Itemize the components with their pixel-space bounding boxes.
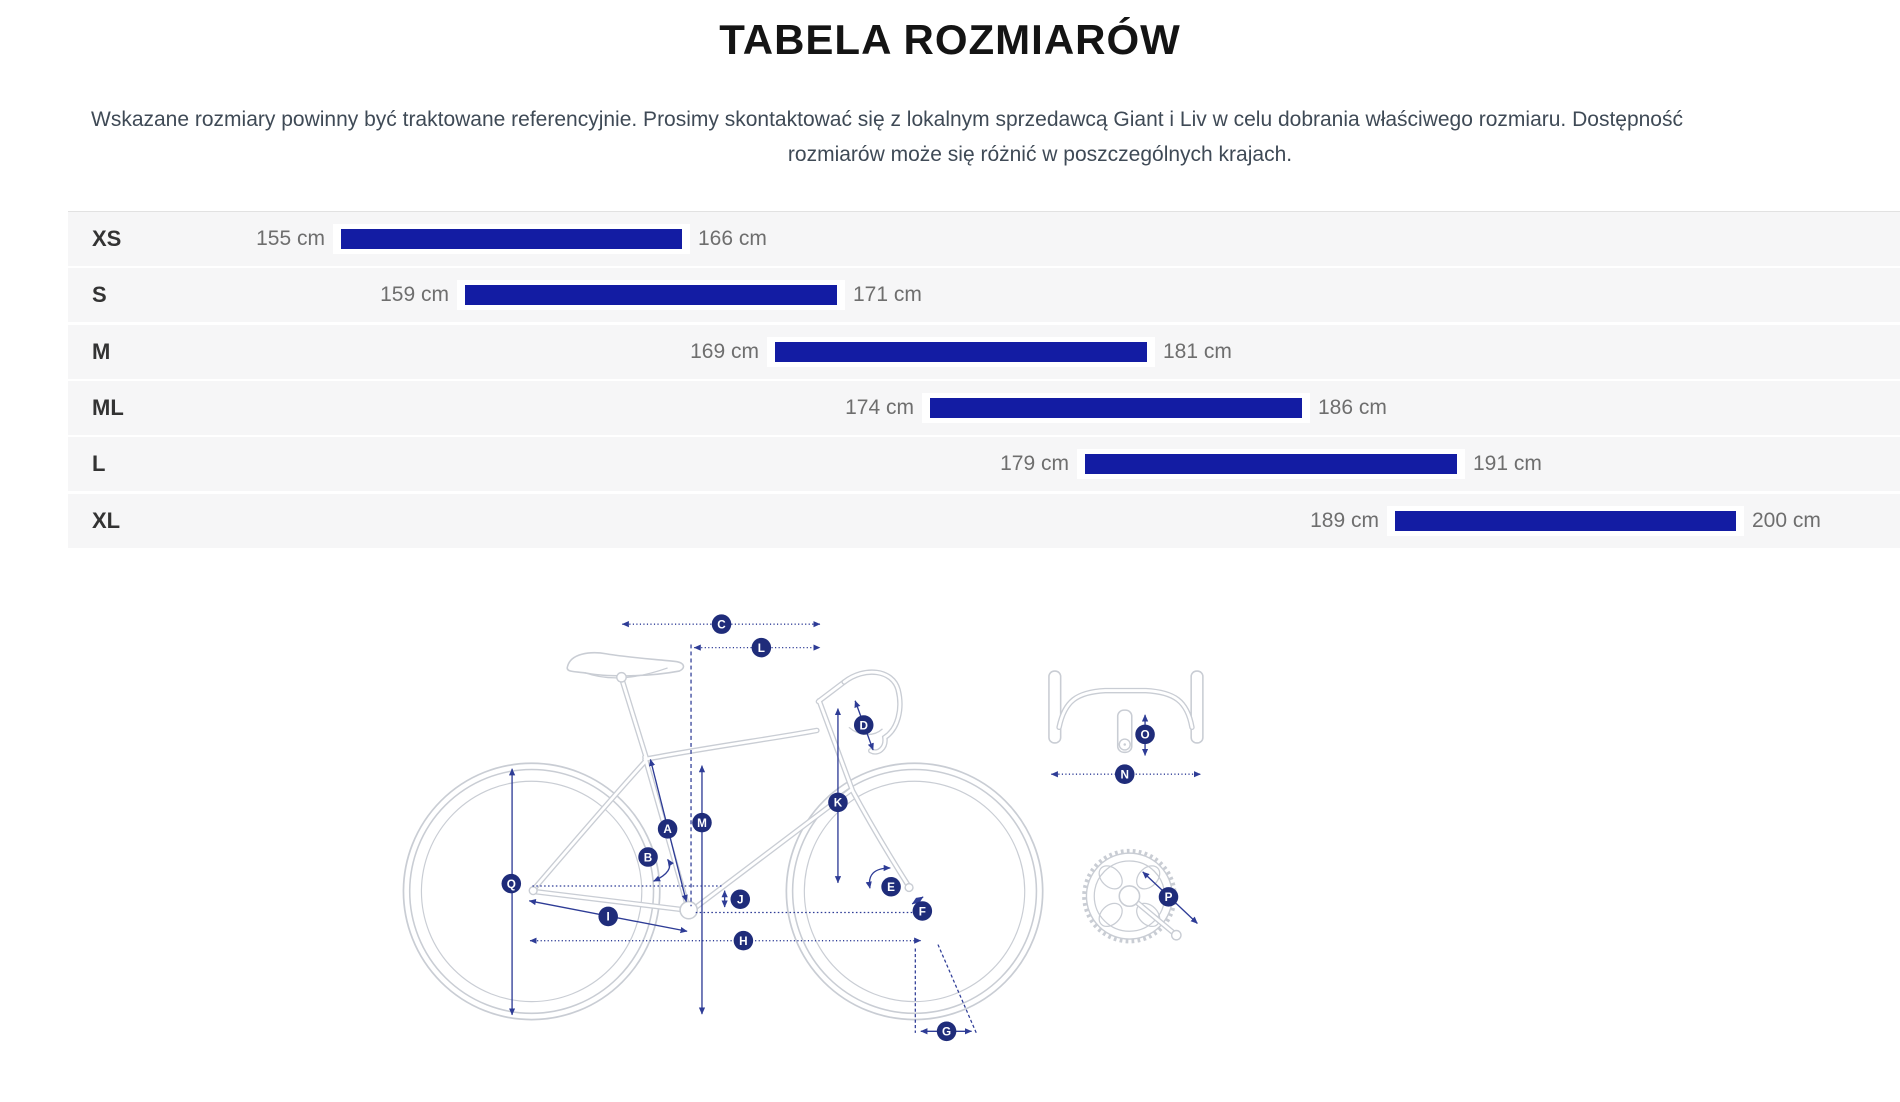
size-label: L xyxy=(92,451,106,477)
dimension-badge-M xyxy=(692,812,712,833)
max-height-label: 191 cm xyxy=(1473,452,1542,476)
dimension-badge-E xyxy=(881,876,901,897)
dimension-badge-G xyxy=(936,1021,957,1042)
min-height-label: 174 cm xyxy=(845,395,914,419)
dimension-badge-K xyxy=(828,792,848,813)
size-row-M: M 169 cm 181 cm xyxy=(68,324,1900,379)
bike-geometry-diagram: A B C D E F G H I J K L M N O P Q xyxy=(402,614,1204,1042)
dimension-letter-P: P xyxy=(1165,891,1173,904)
dimension-badge-H xyxy=(733,930,754,951)
min-height-label: 159 cm xyxy=(380,283,449,307)
height-range-bar xyxy=(930,397,1302,418)
dimension-badge-N xyxy=(1114,764,1135,784)
dimension-badge-J xyxy=(730,889,751,910)
dimension-badge-L xyxy=(751,637,772,658)
dimension-letter-L: L xyxy=(758,642,765,655)
front-wheel xyxy=(785,762,1044,1021)
size-label: S xyxy=(92,282,107,308)
bottom-bracket xyxy=(679,900,699,920)
dimension-badge-O xyxy=(1135,724,1155,745)
dimension-letter-J: J xyxy=(737,894,744,907)
description-line-2: rozmiarów może się różnić w poszczególny… xyxy=(787,143,1293,166)
dimension-arrows xyxy=(508,621,1201,1035)
min-height-label: 169 cm xyxy=(690,339,759,363)
dimension-badges: A B C D E F G H I J K L M N O P Q xyxy=(501,614,1179,1042)
head-angle-arc-E xyxy=(865,864,891,889)
max-height-label: 200 cm xyxy=(1752,508,1821,532)
dimension-letter-F: F xyxy=(919,905,926,918)
seat-angle-arc-B xyxy=(653,859,674,882)
max-height-label: 171 cm xyxy=(853,283,922,307)
dimension-badge-A xyxy=(657,819,678,839)
max-height-label: 166 cm xyxy=(698,227,767,250)
dimension-badge-F xyxy=(912,901,933,921)
height-range-bar xyxy=(1085,454,1457,475)
reference-lines xyxy=(532,644,977,1034)
height-range-bar xyxy=(1395,510,1736,531)
bike-line-art xyxy=(402,651,1204,1021)
dimension-badge-Q xyxy=(501,873,522,894)
max-height-label: 181 cm xyxy=(1163,339,1232,363)
min-height-label: 179 cm xyxy=(1000,452,1069,476)
height-range-bar xyxy=(341,229,682,249)
dimension-letter-M: M xyxy=(697,817,707,830)
dimension-letter-A: A xyxy=(663,823,672,836)
front-axle xyxy=(904,882,914,893)
min-height-label: 155 cm xyxy=(256,227,325,250)
min-height-label: 189 cm xyxy=(1310,508,1379,532)
trail-slanted-dashed-line xyxy=(937,944,977,1034)
dimension-letter-D: D xyxy=(860,719,868,732)
pedal-hole xyxy=(1170,929,1182,941)
max-height-label: 186 cm xyxy=(1318,395,1387,419)
dimension-letter-Q: Q xyxy=(507,878,516,891)
size-label: XL xyxy=(92,507,121,533)
dimension-letter-O: O xyxy=(1140,729,1149,742)
size-row-S: S 159 cm 171 cm xyxy=(68,268,1900,323)
dimension-badge-B xyxy=(638,847,658,867)
dimension-badge-D xyxy=(853,715,874,735)
size-row-XS: XS 155 cm 166 cm xyxy=(68,212,1900,266)
page-title: TABELA ROZMIARÓW xyxy=(719,16,1181,63)
size-label: ML xyxy=(92,394,124,420)
rear-axle xyxy=(528,886,538,896)
dimension-letter-G: G xyxy=(942,1026,951,1039)
dimension-letter-E: E xyxy=(887,881,895,894)
size-row-XL: XL 189 cm 200 cm xyxy=(68,493,1900,548)
dimension-letter-I: I xyxy=(607,911,610,924)
saddle xyxy=(566,651,685,677)
height-range-bar xyxy=(775,341,1147,362)
dimension-letter-K: K xyxy=(834,797,843,810)
dimension-letter-C: C xyxy=(717,618,726,631)
size-row-ML: ML 174 cm 186 cm xyxy=(68,380,1900,435)
dimension-badge-C xyxy=(711,614,732,634)
dimension-badge-P xyxy=(1158,887,1179,907)
dimension-letter-B: B xyxy=(644,851,652,864)
size-label: XS xyxy=(92,226,122,251)
size-table: XS 155 cm 166 cm S 159 cm 171 cm M 169 cm 181 cm… xyxy=(68,211,1900,551)
size-row-L: L 179 cm 191 cm xyxy=(68,437,1900,492)
size-label: M xyxy=(92,338,111,364)
height-range-bar xyxy=(465,285,837,306)
dimension-arrow-F xyxy=(911,896,924,905)
dimension-letter-H: H xyxy=(739,935,747,948)
description-line-1: Wskazane rozmiary powinny być traktowane… xyxy=(91,108,1683,131)
dimension-letter-N: N xyxy=(1121,769,1129,782)
handlebar-side xyxy=(841,669,903,755)
frame-tubes xyxy=(530,677,912,914)
dimension-badge-I xyxy=(598,906,618,927)
handlebar-top-view xyxy=(1048,670,1204,754)
